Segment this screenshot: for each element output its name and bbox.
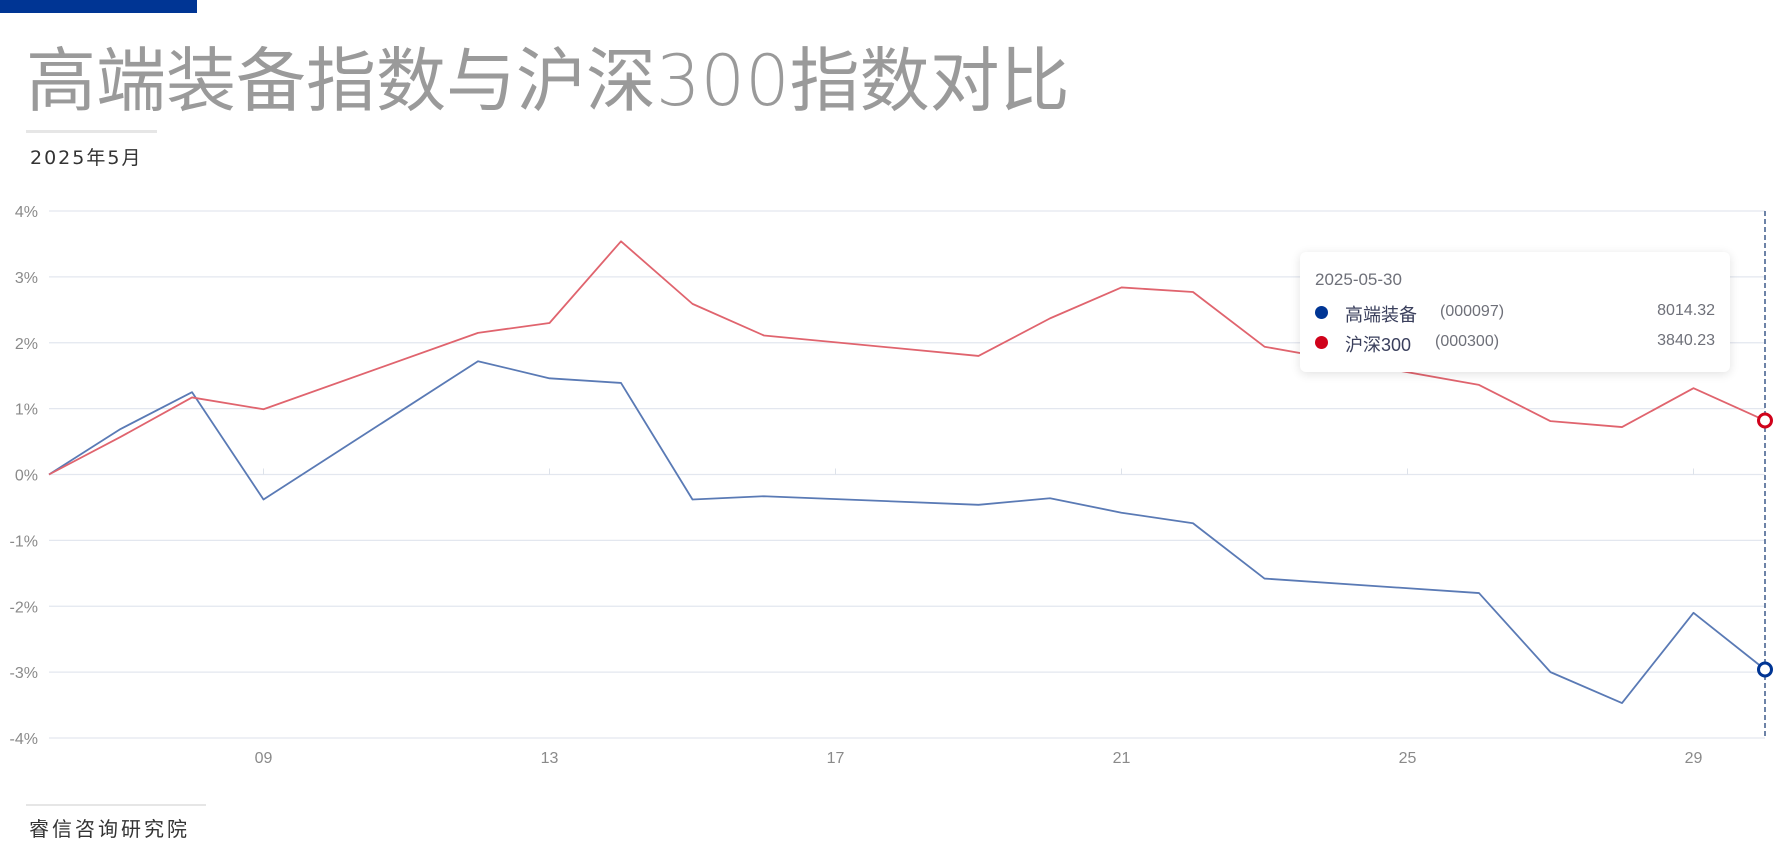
x-tick-label: 25 (1399, 750, 1417, 767)
tooltip-date: 2025-05-30 (1315, 270, 1402, 289)
x-axis-labels: 09 13 17 21 25 29 (255, 750, 1703, 767)
title-divider (26, 130, 157, 133)
y-tick-label: 1% (15, 402, 38, 419)
x-tick-label: 21 (1113, 750, 1131, 767)
y-gridlines (49, 210, 1765, 739)
footer-divider (26, 804, 206, 806)
series-value: 3840.23 (1657, 332, 1715, 349)
y-tick-label: 4% (15, 204, 38, 221)
y-axis-labels: 4% 3% 2% 1% 0% -1% -2% -3% -4% (10, 204, 38, 748)
series-line (48, 360, 1766, 704)
y-tick-label: 3% (15, 270, 38, 287)
series-dot-icon (1315, 336, 1328, 349)
hover-markers[interactable] (1757, 412, 1773, 678)
x-tick-label: 17 (827, 750, 845, 767)
series-code: (000300) (1435, 333, 1500, 350)
series-dot-icon (1315, 306, 1328, 319)
page-subtitle: 2025年5月 (30, 147, 143, 169)
line-chart[interactable]: 4% 3% 2% 1% 0% -1% -2% -3% -4% 09 13 17 21 25 29 (0, 190, 1780, 780)
series-code: (000097) (1440, 303, 1505, 320)
series-line (48, 240, 1766, 476)
series-name: 沪深300 (1345, 335, 1412, 355)
y-tick-label: 2% (15, 336, 38, 353)
x-axis-ticks (263, 468, 1694, 475)
x-tick-label: 13 (541, 750, 559, 767)
series-lines (48, 240, 1766, 704)
y-tick-label: -1% (10, 533, 38, 550)
x-tick-label: 29 (1685, 750, 1703, 767)
y-tick-label: -4% (10, 731, 38, 748)
tooltip-row-high-end-equipment: 高端装备 (000097) 8014.32 (1315, 300, 1715, 325)
chart-tooltip: 2025-05-30 高端装备 (000097) 8014.32 沪深300 (… (1300, 252, 1730, 372)
y-tick-label: 0% (15, 468, 38, 485)
y-tick-label: -2% (10, 599, 38, 616)
series-value: 8014.32 (1657, 302, 1715, 319)
source-label: 睿信咨询研究院 (29, 817, 190, 841)
accent-bar (0, 0, 197, 13)
tooltip-row-csi300: 沪深300 (000300) 3840.23 (1315, 330, 1715, 355)
y-tick-label: -3% (10, 665, 38, 682)
x-tick-label: 09 (255, 750, 273, 767)
series-name: 高端装备 (1345, 305, 1417, 325)
hover-point-icon[interactable] (1757, 412, 1773, 429)
page-title: 高端装备指数与沪深300指数对比 (26, 40, 1070, 122)
hover-point-icon[interactable] (1757, 661, 1773, 678)
